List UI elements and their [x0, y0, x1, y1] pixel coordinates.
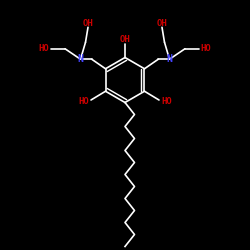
Text: HO: HO [38, 44, 49, 53]
Text: N: N [166, 54, 172, 64]
Text: N: N [78, 54, 84, 64]
Text: OH: OH [156, 19, 167, 28]
Text: HO: HO [78, 97, 89, 106]
Text: HO: HO [161, 97, 172, 106]
Text: OH: OH [120, 35, 130, 44]
Text: OH: OH [83, 19, 94, 28]
Text: HO: HO [201, 44, 211, 53]
